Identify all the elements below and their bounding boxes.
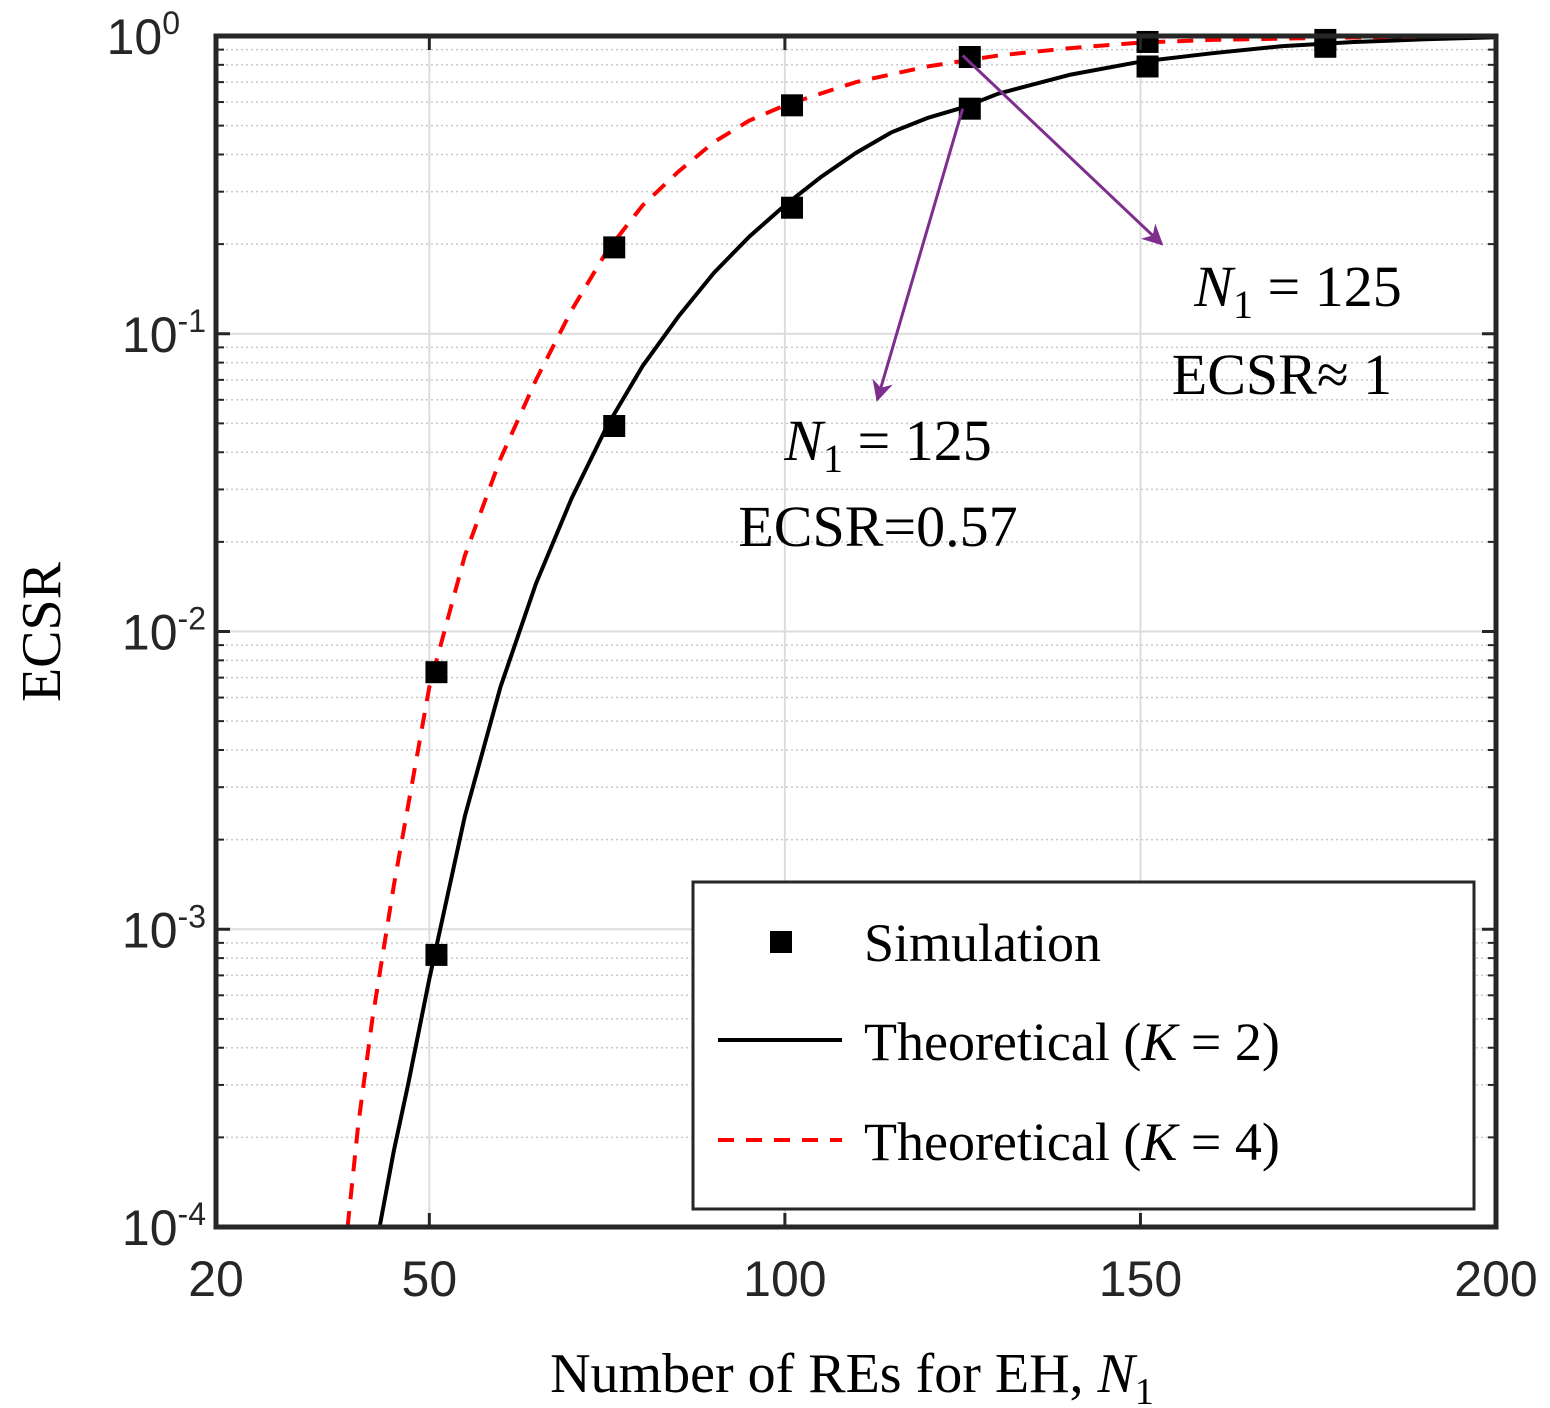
series-line-k4	[345, 36, 1496, 1227]
simulation-point	[958, 97, 981, 120]
y-axis-label: ECSR	[11, 561, 73, 702]
legend: Simulation Theoretical (K = 2) Theoretic…	[691, 880, 1476, 1211]
annotation-2-line2: ECSR≈ 1	[1172, 342, 1392, 407]
annotation-arrow-1	[872, 108, 965, 402]
annotation-1-line1: N1 = 125	[783, 408, 991, 481]
y-tick-label: 10-3	[122, 898, 206, 958]
x-tick-label: 200	[1454, 1251, 1537, 1307]
x-tick-label: 20	[188, 1251, 244, 1307]
simulation-point	[781, 196, 803, 219]
simulation-point	[781, 94, 803, 117]
x-tick-label: 100	[743, 1251, 826, 1307]
y-tick-label: 10-2	[122, 601, 206, 661]
y-tick-label: 10-4	[122, 1196, 206, 1256]
simulation-point	[1136, 55, 1159, 78]
annotation-arrow-2	[961, 54, 1164, 246]
simulation-point	[425, 661, 448, 684]
y-tick-label: 10-1	[122, 303, 206, 363]
legend-box	[691, 880, 1476, 1211]
legend-marker-simulation	[770, 931, 792, 953]
simulation-point	[425, 943, 448, 966]
annotation-1-line2: ECSR=0.57	[738, 494, 1017, 559]
axes-box	[213, 33, 1499, 1230]
simulation-markers	[425, 28, 1337, 966]
simulation-point	[958, 46, 981, 69]
simulation-point	[603, 236, 626, 259]
x-tick-label: 150	[1099, 1251, 1182, 1307]
y-tick-label: 100	[107, 5, 180, 65]
x-axis-label: Number of REs for EH, N1	[550, 1343, 1154, 1408]
legend-label-k2: Theoretical (K = 2)	[864, 1012, 1280, 1072]
annotation-2-line1: N1 = 125	[1193, 254, 1401, 327]
legend-label-k4: Theoretical (K = 4)	[864, 1112, 1280, 1172]
x-tick-label: 50	[402, 1251, 458, 1307]
y-tick-labels: 100 10-1 10-2 10-3 10-4	[107, 5, 206, 1256]
x-tick-labels: 20 50 100 150 200	[188, 1251, 1538, 1307]
simulation-point	[1314, 28, 1337, 51]
simulation-point	[603, 414, 626, 437]
legend-label-simulation: Simulation	[864, 913, 1101, 973]
